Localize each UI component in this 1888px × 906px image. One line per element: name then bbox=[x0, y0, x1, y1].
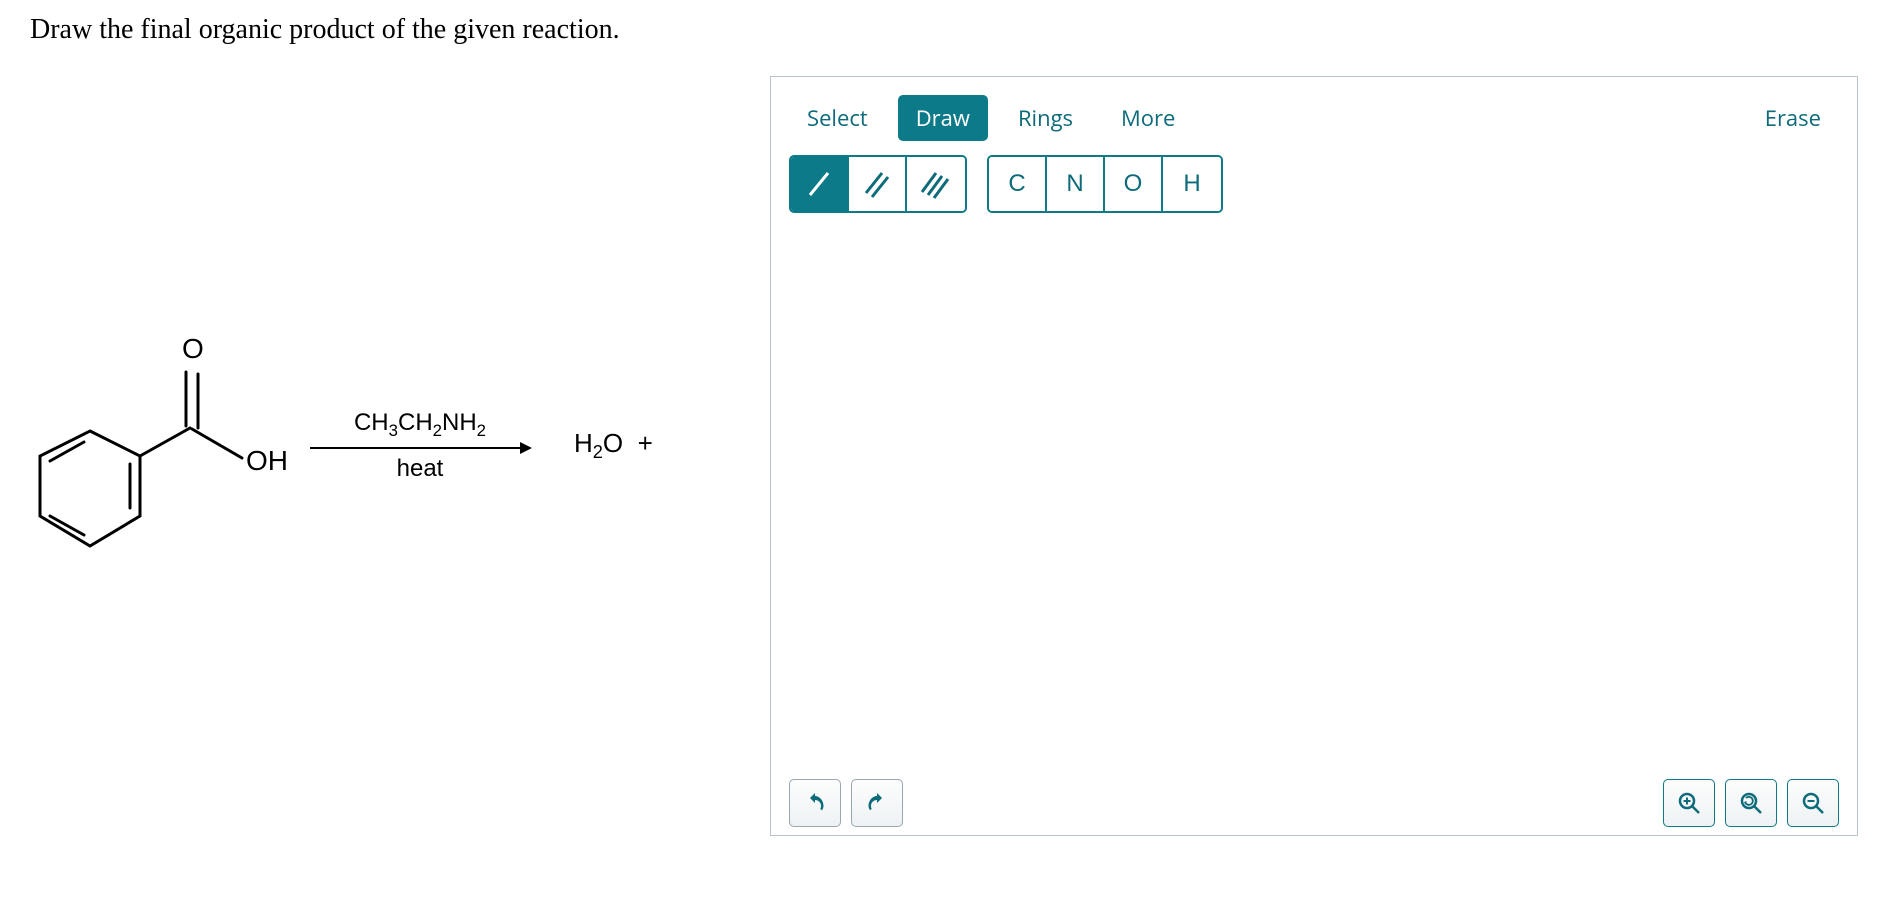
tab-draw[interactable]: Draw bbox=[898, 95, 988, 141]
zoom-reset-button[interactable] bbox=[1725, 779, 1777, 827]
single-bond-tool[interactable] bbox=[791, 157, 849, 211]
atom-c-tool[interactable]: C bbox=[989, 157, 1047, 211]
drawing-canvas[interactable] bbox=[771, 223, 1857, 767]
arrow-line bbox=[310, 447, 530, 449]
double-bond-icon bbox=[862, 169, 892, 199]
editor-footer bbox=[771, 767, 1857, 835]
zoom-in-button[interactable] bbox=[1663, 779, 1715, 827]
zoom-reset-icon bbox=[1738, 790, 1764, 816]
reagent-label: CH3CH2NH2 bbox=[354, 409, 486, 441]
triple-bond-tool[interactable] bbox=[907, 157, 965, 211]
atom-n-label: N bbox=[1066, 170, 1083, 198]
products-label: H2O + bbox=[574, 428, 653, 463]
undo-icon bbox=[803, 791, 827, 815]
atom-tool-group: C N O H bbox=[987, 155, 1223, 213]
tab-erase[interactable]: Erase bbox=[1747, 95, 1839, 141]
tool-row: C N O H bbox=[789, 155, 1839, 213]
redo-icon bbox=[865, 791, 889, 815]
tab-select[interactable]: Select bbox=[789, 95, 886, 141]
starting-material-structure: O OH bbox=[30, 316, 290, 576]
label-oh: OH bbox=[246, 445, 288, 476]
condition-label: heat bbox=[397, 455, 444, 483]
redo-button[interactable] bbox=[851, 779, 903, 827]
tab-more[interactable]: More bbox=[1103, 95, 1193, 141]
drawing-editor: Select Draw Rings More Erase bbox=[770, 76, 1858, 836]
atom-o-tool[interactable]: O bbox=[1105, 157, 1163, 211]
tab-row: Select Draw Rings More Erase bbox=[789, 95, 1839, 141]
label-o: O bbox=[182, 333, 204, 364]
zoom-out-button[interactable] bbox=[1787, 779, 1839, 827]
atom-c-label: C bbox=[1008, 170, 1025, 198]
atom-h-label: H bbox=[1183, 170, 1200, 198]
reaction-arrow: CH3CH2NH2 heat bbox=[290, 409, 550, 483]
bond-tool-group bbox=[789, 155, 967, 213]
atom-n-tool[interactable]: N bbox=[1047, 157, 1105, 211]
zoom-out-icon bbox=[1800, 790, 1826, 816]
content: O OH CH3CH2NH2 heat H2O + Select Draw Ri… bbox=[30, 76, 1858, 836]
atom-h-tool[interactable]: H bbox=[1163, 157, 1221, 211]
double-bond-tool[interactable] bbox=[849, 157, 907, 211]
editor-toolbar: Select Draw Rings More Erase bbox=[771, 77, 1857, 223]
single-bond-icon bbox=[806, 169, 832, 199]
question-prompt: Draw the final organic product of the gi… bbox=[30, 14, 1858, 46]
reaction-scheme: O OH CH3CH2NH2 heat H2O + bbox=[30, 76, 750, 576]
atom-o-label: O bbox=[1124, 170, 1143, 198]
zoom-in-icon bbox=[1676, 790, 1702, 816]
triple-bond-icon bbox=[919, 169, 953, 199]
undo-button[interactable] bbox=[789, 779, 841, 827]
tab-rings[interactable]: Rings bbox=[1000, 95, 1091, 141]
